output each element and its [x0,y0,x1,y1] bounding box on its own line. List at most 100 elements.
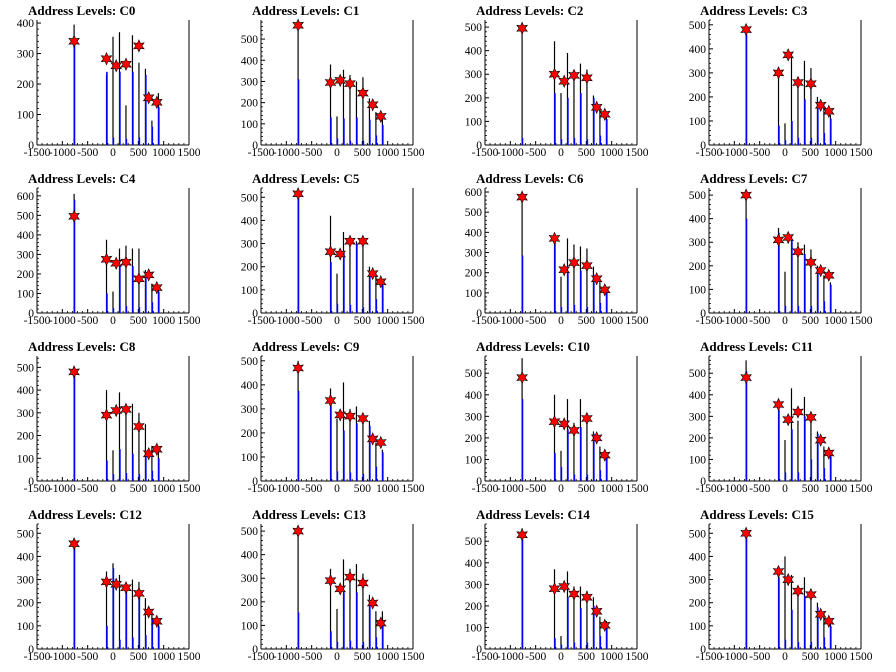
star-marker [120,402,132,417]
x-tick-label: 1000 [824,315,847,327]
x-tick-label: -500 [749,315,770,327]
y-tick-label: 0 [28,644,34,656]
y-tick-label: 100 [689,284,707,296]
x-tick-label: 1500 [178,651,201,663]
y-tick-label: 400 [465,227,483,239]
x-tick-label: -500 [301,315,322,327]
star-marker [772,233,785,247]
star-marker [782,230,795,245]
x-tick-label: 500 [578,651,596,663]
y-tick-label: 0 [252,308,258,320]
x-tick-label: 500 [578,483,596,495]
x-tick-label: -500 [301,147,322,159]
y-tick-label: 400 [465,558,483,570]
x-tick-label: 500 [802,147,820,159]
chart-panel: Address Levels: C4 0 100 200 300 400 500 600 -15… [17,171,201,327]
chart-title: Address Levels: C1 [252,3,359,18]
x-tick-label: -1500 [696,315,723,327]
star-marker [150,95,163,110]
x-tick-label: 1000 [152,147,175,159]
x-tick-label: -500 [749,147,770,159]
star-marker [357,234,369,248]
star-marker [548,414,561,429]
chart-title: Address Levels: C3 [700,3,808,18]
x-tick-label: -1000 [49,651,76,663]
star-marker [68,365,80,379]
x-tick-label: -1500 [248,651,275,663]
y-tick-label: 300 [689,237,707,249]
chart-panel: Address Levels: C12 0 100 200 300 400 500 -1500… [17,507,201,663]
x-tick-label: -1000 [273,483,300,495]
star-marker [366,97,379,112]
star-marker [548,67,561,81]
x-tick-label: 0 [782,315,788,327]
star-marker [68,34,80,49]
x-tick-label: -1500 [472,651,499,663]
chart-panel: Address Levels: C13 0 100 200 300 400 500 -1500… [241,507,425,663]
y-tick-label: 0 [476,644,482,656]
star-marker [68,536,80,551]
y-tick-label: 300 [241,239,259,251]
x-tick-label: 1000 [152,651,175,663]
star-marker [805,76,817,91]
star-marker [568,423,580,438]
star-marker [324,393,337,408]
star-marker [792,405,804,419]
star-marker [590,431,603,445]
star-marker [374,616,387,630]
y-tick-label: 0 [700,140,706,152]
x-tick-label: -500 [525,315,546,327]
y-tick-label: 500 [241,34,259,46]
y-tick-label: 0 [252,140,258,152]
x-tick-label: 1500 [626,651,649,663]
star-marker [357,86,369,100]
x-tick-label: -500 [77,147,98,159]
star-marker [581,71,593,85]
star-marker [590,604,603,619]
y-tick-label: 200 [689,598,707,610]
chart-panel: Address Levels: C6 0 100 200 300 400 500 600 -15… [465,171,649,327]
chart-panel: Address Levels: C11 0 100 200 300 400 500 -1500… [689,339,873,495]
x-tick-label: 0 [110,483,116,495]
x-tick-label: 500 [802,483,820,495]
y-tick-label: 400 [17,18,35,30]
x-tick-label: -1500 [248,483,275,495]
y-tick-label: 100 [17,110,35,122]
star-marker [792,584,804,598]
star-marker [772,564,785,579]
star-marker [772,66,785,80]
y-tick-label: 0 [28,476,34,488]
star-marker [581,411,593,426]
star-marker [133,39,145,53]
y-tick-label: 500 [465,22,483,34]
star-marker [142,268,155,282]
y-tick-label: 200 [241,262,259,274]
x-tick-label: -1000 [49,483,76,495]
chart-title: Address Levels: C15 [700,507,814,522]
star-marker [598,283,611,297]
chart-title: Address Levels: C14 [476,507,590,522]
x-tick-label: 1500 [626,315,649,327]
x-tick-label: 500 [578,315,596,327]
star-marker [782,572,795,587]
x-tick-label: 0 [782,651,788,663]
star-marker [100,252,113,267]
star-marker [772,397,785,412]
chart-title: Address Levels: C10 [476,339,590,354]
x-tick-label: -1000 [497,147,524,159]
chart-panel: Address Levels: C50100200300400500-1500-… [241,171,425,327]
y-tick-label: 400 [689,551,707,563]
star-marker [357,411,369,426]
x-tick-label: 1500 [178,315,201,327]
x-tick-label: 1500 [402,483,425,495]
y-tick-label: 300 [689,411,707,423]
star-marker [120,580,132,595]
star-marker [805,410,817,425]
y-tick-label: 0 [28,140,34,152]
x-tick-label: 1000 [824,483,847,495]
y-tick-label: 400 [241,55,259,67]
x-tick-label: 1000 [376,651,399,663]
x-tick-label: 1000 [824,651,847,663]
y-tick-label: 400 [241,550,259,562]
